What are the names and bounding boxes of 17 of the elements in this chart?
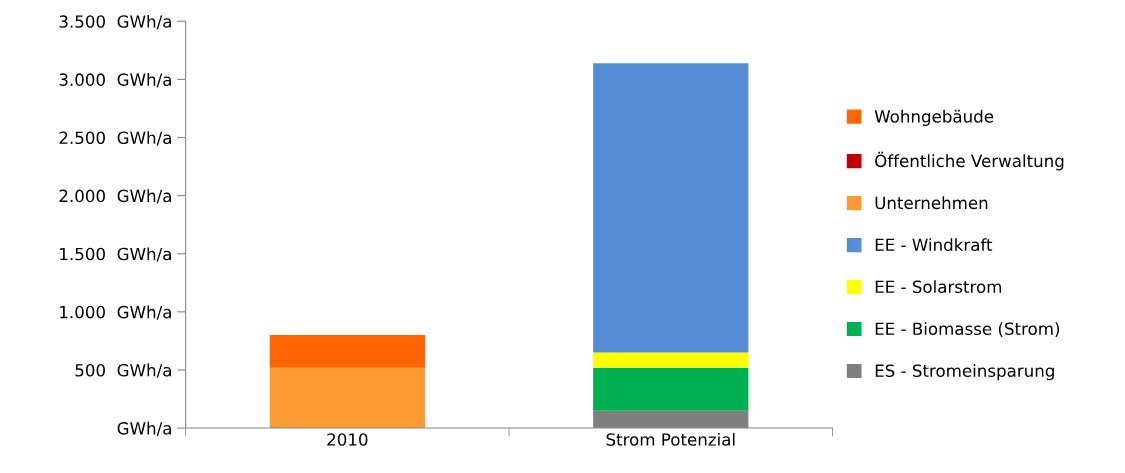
x-tick-label: 2010 [327, 433, 368, 446]
legend-label: Unternehmen [875, 196, 988, 210]
legend-label: ES - Stromeinsparung [875, 364, 1054, 381]
y-tick-label: GWh/a [117, 421, 171, 436]
y-tick-label: 2.000 GWh/a [59, 189, 171, 204]
y-tick-label: 500 GWh/a [75, 363, 171, 378]
y-tick-label: 3.500 GWh/a [59, 14, 171, 30]
legend-label: EE - Windkraft [875, 238, 993, 252]
y-tick-label: 1.500 GWh/a [60, 247, 171, 262]
legend-label: Öffentliche Verwaltung [875, 151, 1064, 171]
x-tick-label: Strom Potenzial [606, 432, 735, 446]
legend-label: EE - Biomasse (Strom) [875, 322, 1060, 337]
y-tick-label: 1.000 GWh/a [60, 305, 171, 320]
y-tick-label: 3.000 GWh/a [59, 73, 171, 88]
legend-label: EE - Solarstrom [875, 280, 1002, 294]
legend-label: Wohngebäude [874, 109, 994, 126]
y-tick-label: 2.500 GWh/a [59, 131, 171, 146]
